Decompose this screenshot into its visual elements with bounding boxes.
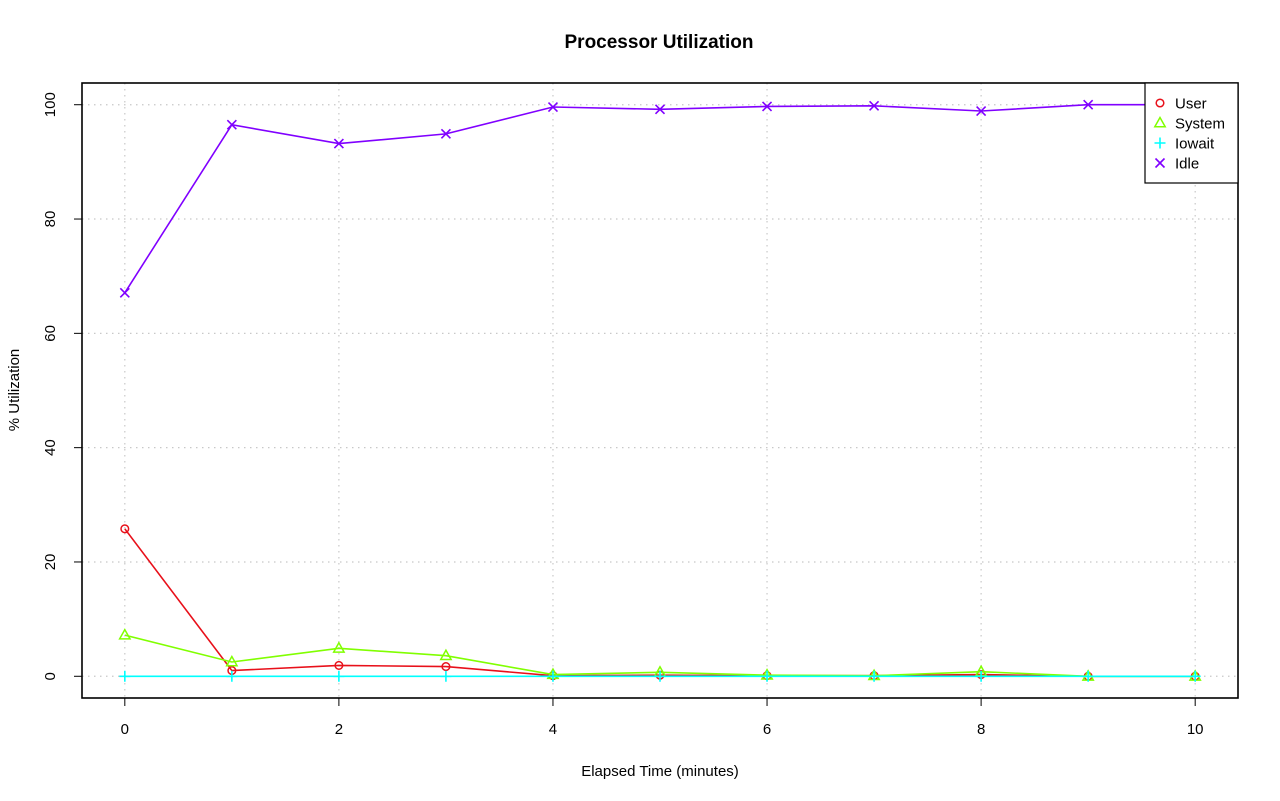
point-system	[332, 641, 346, 653]
grid-lines	[82, 83, 1238, 698]
point-idle	[976, 105, 987, 117]
point-system	[439, 648, 453, 661]
point-iowait	[547, 670, 559, 682]
x-tick-label: 2	[335, 721, 343, 738]
point-iowait	[654, 670, 666, 682]
point-system	[225, 654, 239, 667]
point-user	[120, 524, 130, 534]
legend-marker-idle	[1154, 157, 1166, 169]
series-user	[120, 524, 1200, 681]
point-idle	[226, 119, 237, 130]
x-axis-label: Elapsed Time (minutes)	[581, 763, 739, 780]
y-axis: 0 20 40 60 80 100	[42, 92, 82, 680]
point-idle	[869, 100, 880, 111]
point-idle	[440, 128, 451, 139]
point-iowait	[975, 670, 987, 682]
y-tick-label: 100	[42, 92, 59, 117]
point-iowait	[333, 670, 345, 682]
legend-label-idle: Idle	[1175, 156, 1199, 173]
point-idle	[761, 101, 773, 112]
point-iowait	[868, 670, 880, 682]
y-tick-label: 40	[42, 439, 59, 456]
legend: User System Iowait Idle	[1144, 82, 1239, 184]
point-iowait	[1189, 670, 1201, 682]
y-tick-label: 0	[42, 672, 59, 680]
plot-frame	[81, 82, 1239, 699]
legend-label-iowait: Iowait	[1175, 136, 1215, 153]
y-tick-label: 20	[42, 554, 59, 571]
point-iowait	[761, 670, 773, 682]
legend-label-user: User	[1175, 96, 1207, 113]
y-axis-label: % Utilization	[6, 349, 23, 432]
series-idle	[119, 99, 1201, 298]
legend-marker-system	[1153, 115, 1167, 128]
series-line-user	[124, 528, 1196, 678]
point-idle	[1083, 99, 1094, 110]
point-iowait	[226, 670, 238, 682]
point-iowait	[1082, 670, 1094, 682]
legend-marker-user	[1155, 98, 1165, 108]
legend-marker-iowait	[1154, 137, 1166, 149]
series-iowait	[119, 670, 1201, 682]
point-system	[118, 628, 132, 640]
y-tick-label: 80	[42, 211, 59, 228]
x-tick-label: 0	[121, 721, 129, 738]
x-tick-label: 8	[977, 721, 985, 738]
point-iowait	[440, 670, 452, 682]
point-idle	[654, 104, 666, 115]
x-axis: 0 2 4 6 8 10	[121, 698, 1204, 738]
x-tick-label: 6	[763, 721, 771, 738]
series-line-idle	[124, 103, 1196, 294]
plot-series	[118, 99, 1202, 682]
chart-title: Processor Utilization	[565, 32, 754, 53]
point-idle	[333, 138, 344, 149]
point-iowait	[119, 670, 131, 682]
point-user	[334, 660, 344, 670]
x-tick-label: 4	[549, 721, 557, 738]
point-user	[441, 662, 451, 672]
x-tick-label: 10	[1187, 721, 1204, 738]
point-idle	[119, 287, 130, 298]
point-idle	[547, 101, 559, 113]
y-tick-label: 60	[42, 325, 59, 342]
series-line-system	[124, 634, 1196, 678]
legend-label-system: System	[1175, 116, 1225, 133]
